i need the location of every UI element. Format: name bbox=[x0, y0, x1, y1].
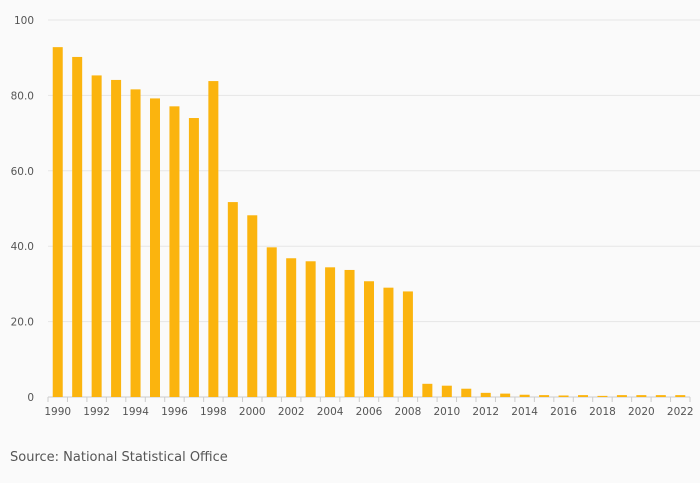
x-tick-label: 2012 bbox=[472, 406, 499, 418]
x-tick-label: 2014 bbox=[511, 406, 538, 418]
bar bbox=[364, 281, 374, 397]
x-tick-label: 2022 bbox=[667, 406, 694, 418]
x-tick-label: 1994 bbox=[122, 406, 149, 418]
x-tick-label: 2010 bbox=[433, 406, 460, 418]
y-tick-label: 100 bbox=[14, 15, 34, 27]
x-tick-label: 1992 bbox=[83, 406, 110, 418]
bar bbox=[500, 393, 511, 397]
x-tick-label: 2002 bbox=[278, 406, 305, 418]
bar bbox=[675, 395, 686, 397]
bar bbox=[247, 215, 258, 397]
x-tick-label: 2000 bbox=[239, 406, 266, 418]
x-tick-label: 1990 bbox=[44, 406, 71, 418]
source-note: Source: National Statistical Office bbox=[10, 450, 228, 465]
bar bbox=[150, 98, 160, 398]
x-tick-label: 2008 bbox=[395, 406, 422, 418]
bar bbox=[636, 395, 647, 397]
bar bbox=[402, 291, 413, 397]
bar bbox=[344, 269, 355, 397]
bar bbox=[461, 388, 472, 397]
x-tick-label: 2020 bbox=[628, 406, 655, 418]
bar bbox=[441, 385, 452, 397]
x-tick-label: 2016 bbox=[550, 406, 577, 418]
bar bbox=[286, 258, 297, 397]
y-tick-label: 80.0 bbox=[11, 90, 34, 102]
bar bbox=[616, 395, 627, 397]
bar bbox=[480, 392, 491, 397]
bar bbox=[519, 394, 530, 397]
bar bbox=[422, 383, 433, 397]
y-tick-label: 40.0 bbox=[11, 241, 34, 253]
bar bbox=[655, 395, 666, 397]
bar bbox=[208, 81, 219, 397]
bar bbox=[558, 395, 569, 397]
bar bbox=[383, 287, 394, 397]
bar bbox=[188, 118, 199, 398]
bar bbox=[578, 395, 588, 397]
y-tick-label: 60.0 bbox=[11, 166, 34, 178]
y-tick-label: 20.0 bbox=[11, 317, 34, 329]
x-tick-label: 2004 bbox=[317, 406, 344, 418]
bar bbox=[597, 395, 608, 397]
bar bbox=[539, 395, 550, 397]
bar bbox=[305, 261, 316, 397]
bar bbox=[325, 267, 336, 397]
bar bbox=[266, 247, 277, 397]
x-tick-label: 2006 bbox=[356, 406, 383, 418]
bar bbox=[52, 47, 63, 397]
bar bbox=[72, 56, 83, 397]
bar bbox=[111, 79, 122, 397]
bar bbox=[130, 89, 141, 398]
x-tick-label: 1996 bbox=[161, 406, 188, 418]
bar bbox=[169, 106, 180, 397]
x-tick-label: 1998 bbox=[200, 406, 227, 418]
bar bbox=[227, 202, 238, 397]
y-tick-label: 0 bbox=[27, 392, 34, 404]
x-tick-label: 2018 bbox=[589, 406, 616, 418]
bar bbox=[91, 75, 102, 398]
